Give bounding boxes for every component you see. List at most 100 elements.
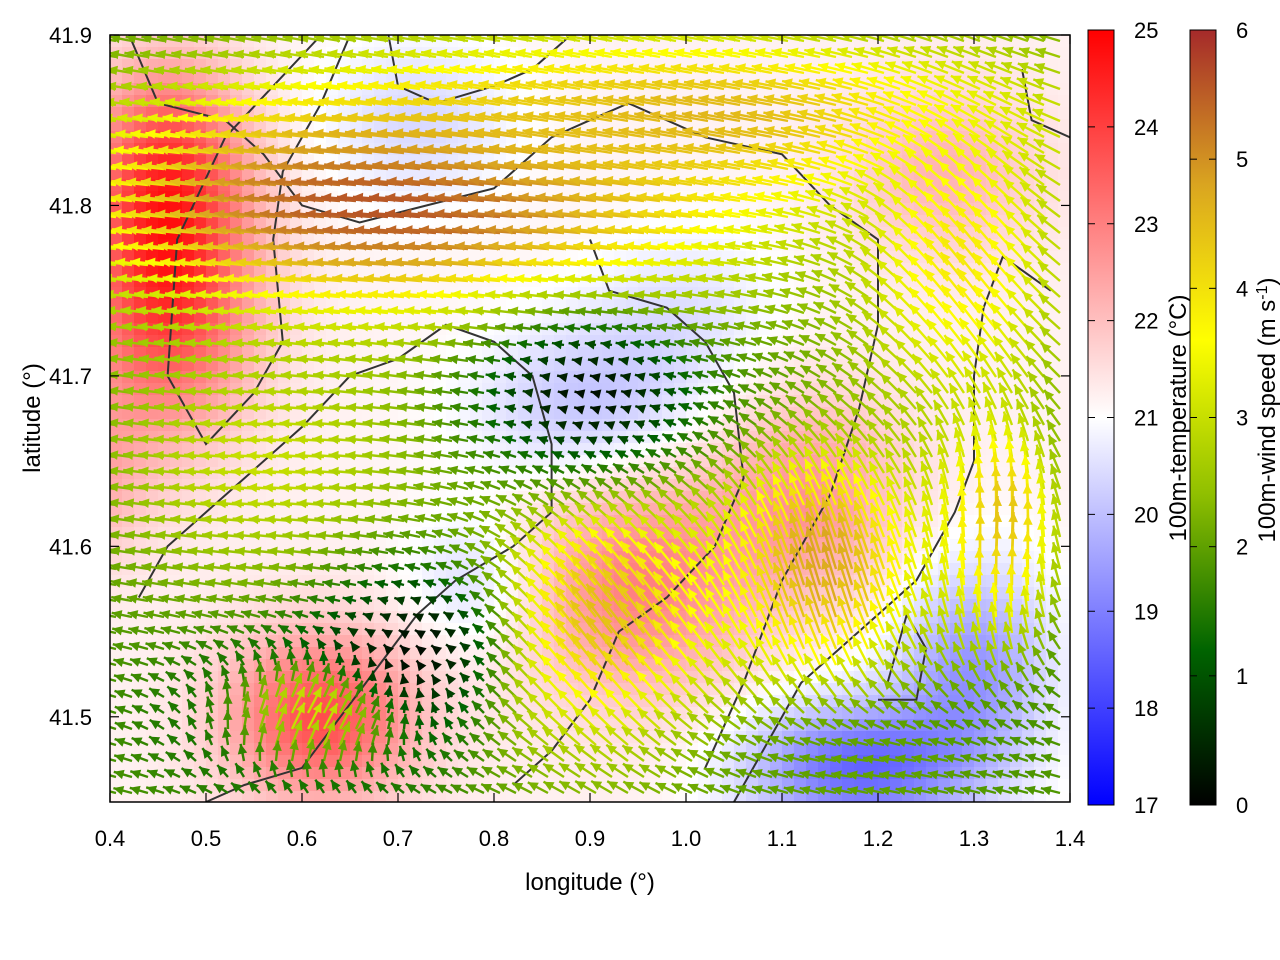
temperature-cell (134, 167, 147, 180)
temperature-cell (122, 647, 135, 660)
temperature-cell (146, 503, 159, 516)
temperature-cell (206, 299, 219, 312)
temperature-cell (830, 683, 843, 696)
temperature-cell (194, 263, 207, 276)
temperature-cell (998, 551, 1011, 564)
temperature-cell (110, 263, 123, 276)
temperature-cell (134, 119, 147, 132)
temperature-cell (194, 359, 207, 372)
temperature-cell (146, 263, 159, 276)
temperature-cell (110, 167, 123, 180)
temperature-cell (230, 659, 243, 672)
temperature-cell (110, 359, 123, 372)
temperature-cell (230, 755, 243, 768)
temperature-cell (122, 731, 135, 744)
temperature-cell (194, 503, 207, 516)
temperature-cell (170, 119, 183, 132)
temperature-cell (110, 695, 123, 708)
temperature-cell (458, 599, 471, 612)
temperature-cell (530, 347, 543, 360)
temperature-cell (218, 755, 231, 768)
temperature-cell (242, 347, 255, 360)
temperature-cell (146, 119, 159, 132)
temperature-cell (182, 263, 195, 276)
temperature-cell (170, 635, 183, 648)
temperature-cell (170, 779, 183, 792)
temperature-cell (170, 443, 183, 456)
temperature-cell (818, 707, 831, 720)
temperature-cell (134, 743, 147, 756)
temperature-cell (182, 167, 195, 180)
temperature-cell (782, 743, 795, 756)
temperature-cell (950, 707, 963, 720)
temperature-cell (182, 539, 195, 552)
temperature-cell (146, 359, 159, 372)
temperature-cell (170, 407, 183, 420)
temperature-cell (194, 215, 207, 228)
temperature-cell (146, 395, 159, 408)
temperature-cell (206, 119, 219, 132)
temperature-cell (122, 263, 135, 276)
temperature-cell (134, 695, 147, 708)
temperature-cell (194, 311, 207, 324)
temperature-cell (242, 311, 255, 324)
temperature-cell (158, 647, 171, 660)
temperature-cell (170, 791, 183, 802)
temperature-cell (134, 71, 147, 84)
temperature-cell (194, 707, 207, 720)
temperature-cell (170, 311, 183, 324)
temperature-cell (194, 683, 207, 696)
temperature-cell (158, 551, 171, 564)
temperature-cell (374, 623, 387, 636)
temperature-cell (158, 695, 171, 708)
temperature-cell (206, 263, 219, 276)
temperature-cell (170, 743, 183, 756)
temperature-cell (122, 551, 135, 564)
temperature-cell (158, 659, 171, 672)
temperature-cell (194, 671, 207, 684)
temperature-cell (230, 263, 243, 276)
temperature-cell (170, 167, 183, 180)
temperature-cell (134, 539, 147, 552)
temperature-cell (194, 695, 207, 708)
temperature-cell (158, 755, 171, 768)
temperature-cell (218, 347, 231, 360)
temperature-cell (242, 71, 255, 84)
temperature-cell (134, 407, 147, 420)
temperature-cell (146, 695, 159, 708)
temperature-cell (230, 695, 243, 708)
temperature-cell (230, 671, 243, 684)
temperature-cell (206, 551, 219, 564)
temperature-cell (194, 443, 207, 456)
temperature-cell (206, 779, 219, 792)
temperature-cell (242, 167, 255, 180)
temperature-cell (398, 755, 411, 768)
temperature-cell (230, 707, 243, 720)
temperature-cell (182, 119, 195, 132)
temperature-cell (110, 455, 123, 468)
temperature-cell (170, 263, 183, 276)
temperature-cell (230, 539, 243, 552)
temperature-cell (218, 395, 231, 408)
temperature-cell (230, 731, 243, 744)
temperature-cell (1034, 707, 1047, 720)
temperature-cell (782, 683, 795, 696)
temperature-cell (146, 599, 159, 612)
temperature-cell (242, 215, 255, 228)
temperature-cell (134, 599, 147, 612)
temperature-cell (218, 599, 231, 612)
temperature-cell (194, 347, 207, 360)
temperature-cell (122, 599, 135, 612)
temperature-cell (158, 119, 171, 132)
temperature-cell (686, 755, 699, 768)
temperature-cell (158, 311, 171, 324)
temperature-cell (134, 503, 147, 516)
temperature-cell (110, 791, 123, 802)
temperature-cell (182, 599, 195, 612)
temperature-cell (122, 695, 135, 708)
temperature-cell (122, 119, 135, 132)
temperature-cell (890, 707, 903, 720)
temperature-cell (146, 791, 159, 802)
temperature-cell (1010, 671, 1023, 684)
